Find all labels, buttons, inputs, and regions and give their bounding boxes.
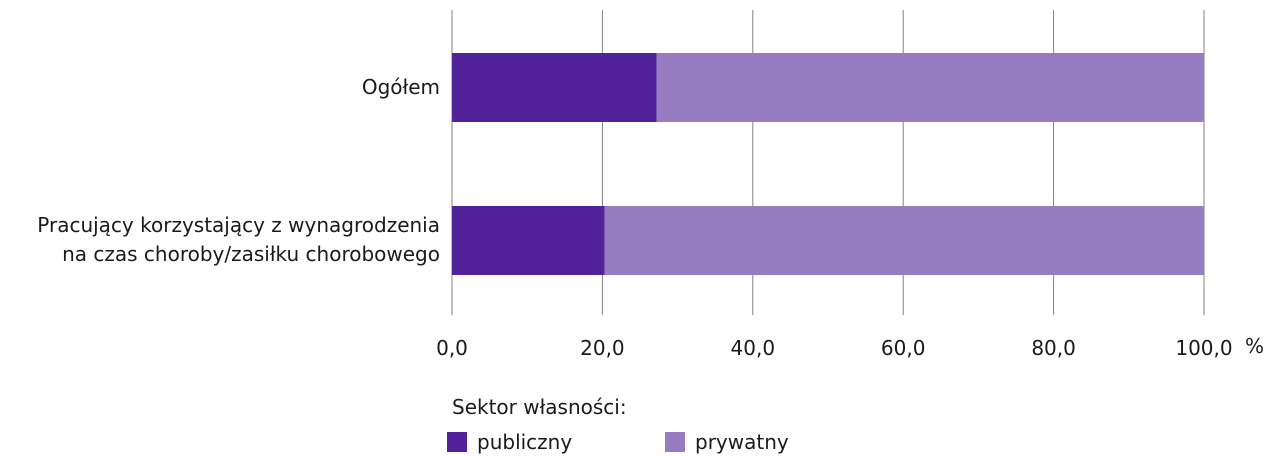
x-tick-label: 80,0 bbox=[1031, 336, 1076, 360]
category-label-pracujacy: Pracujący korzystający z wynagrodzenia n… bbox=[37, 211, 440, 269]
legend-swatch-publiczny bbox=[447, 432, 467, 452]
legend-label-publiczny: publiczny bbox=[477, 430, 573, 454]
category-label-line: Pracujący korzystający z wynagrodzenia bbox=[37, 213, 440, 237]
category-label-ogolem: Ogółem bbox=[362, 73, 440, 102]
x-tick-label: 100,0 bbox=[1175, 336, 1232, 360]
bar-publiczny-1 bbox=[452, 206, 605, 275]
legend-title: Sektor własności: bbox=[452, 395, 627, 419]
bar-prywatny-1 bbox=[604, 206, 1204, 275]
category-label-line: Ogółem bbox=[361, 75, 440, 99]
legend-label-prywatny: prywatny bbox=[695, 430, 789, 454]
x-tick-label: 20,0 bbox=[580, 336, 625, 360]
category-label-line: na czas choroby/zasiłku chorobowego bbox=[62, 242, 440, 266]
x-axis-ticks: 0,0 20,0 40,0 60,0 80,0 100,0 bbox=[436, 336, 1233, 360]
bars bbox=[452, 53, 1204, 275]
x-tick-label: 60,0 bbox=[881, 336, 926, 360]
x-tick-label: 0,0 bbox=[436, 336, 468, 360]
legend-item-publiczny: publiczny bbox=[447, 430, 572, 454]
legend-swatch-prywatny bbox=[665, 432, 685, 452]
x-tick-label: 40,0 bbox=[731, 336, 776, 360]
bar-prywatny-0 bbox=[656, 53, 1204, 122]
legend-item-prywatny: prywatny bbox=[665, 430, 789, 454]
bar-publiczny-0 bbox=[452, 53, 657, 122]
x-axis-unit: % bbox=[1245, 334, 1265, 358]
